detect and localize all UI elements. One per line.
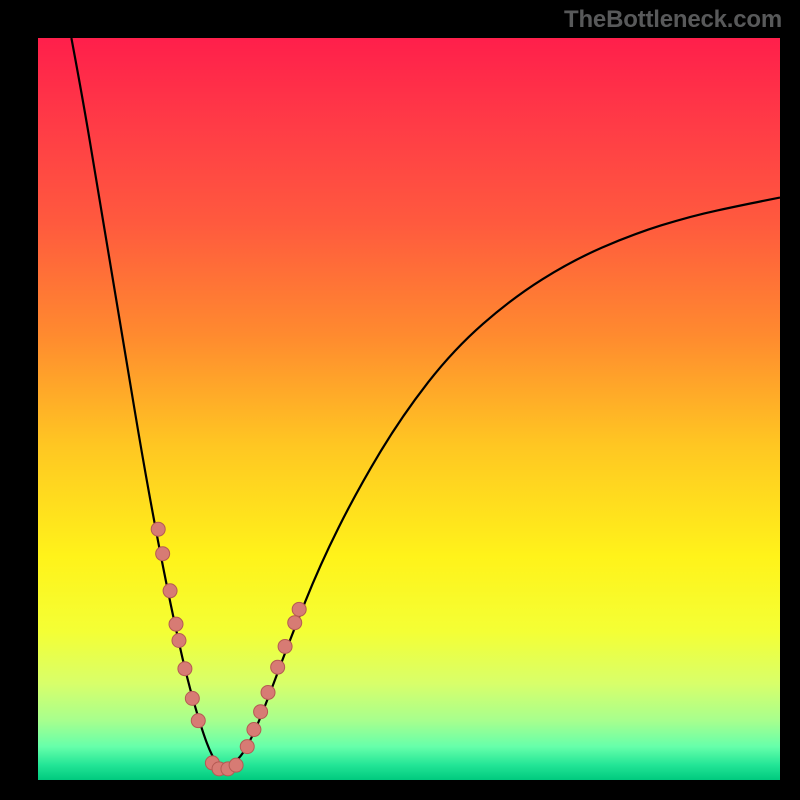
data-marker xyxy=(169,617,183,631)
data-marker xyxy=(240,740,254,754)
chart-frame: TheBottleneck.com xyxy=(0,0,800,800)
data-marker xyxy=(254,705,268,719)
data-marker xyxy=(292,602,306,616)
data-marker xyxy=(172,634,186,648)
data-marker xyxy=(271,660,285,674)
data-marker xyxy=(191,714,205,728)
data-marker xyxy=(247,723,261,737)
data-marker xyxy=(229,758,243,772)
chart-svg xyxy=(38,38,780,780)
data-marker xyxy=(288,616,302,630)
data-marker xyxy=(156,547,170,561)
data-marker xyxy=(151,522,165,536)
data-marker xyxy=(163,584,177,598)
data-marker xyxy=(278,639,292,653)
data-marker xyxy=(261,685,275,699)
watermark-text: TheBottleneck.com xyxy=(564,6,782,34)
data-marker xyxy=(178,662,192,676)
data-marker xyxy=(185,691,199,705)
